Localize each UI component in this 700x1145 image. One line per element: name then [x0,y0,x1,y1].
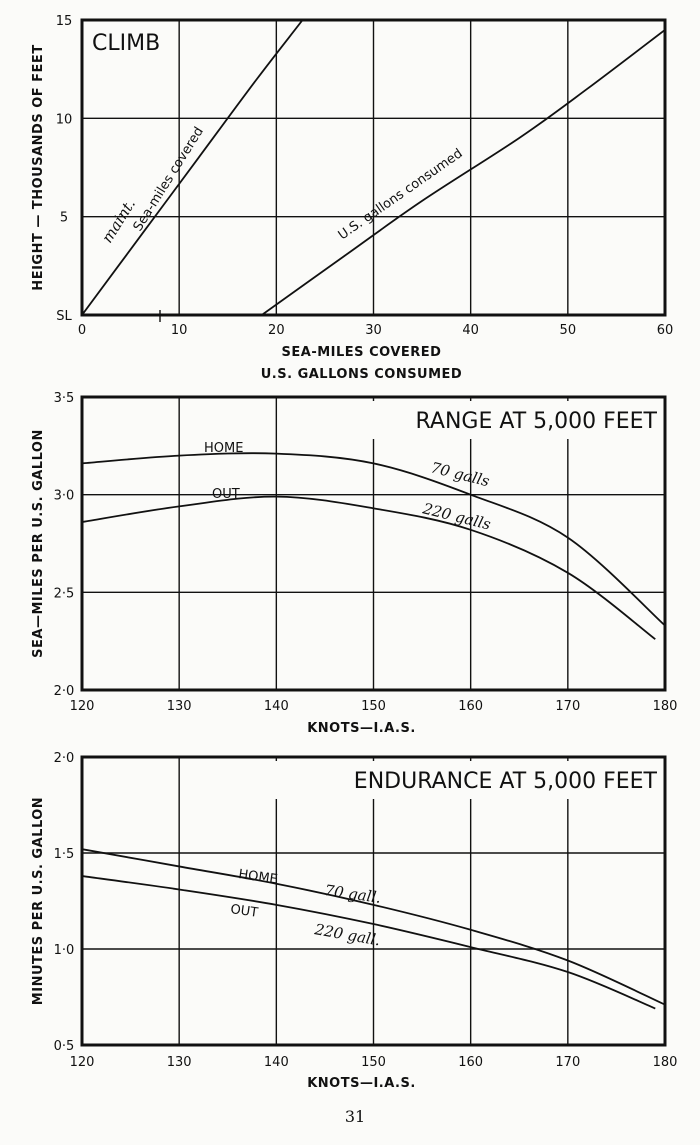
handwritten-annotation: 220 galls [420,499,493,534]
x-tick-label: 40 [462,323,479,338]
chart-2: 120 130 140 150 160 170 180 2·0 2·5 3·0 3·5 SEA—MIL… [31,391,677,736]
plot-frame [80,755,667,1047]
series-label-out: OUT [212,487,240,502]
x-tick-label: 150 [361,699,386,714]
y-tick-label: 3·0 [54,489,75,504]
x-tick-label: 30 [365,323,382,338]
y-tick-label: 1·5 [54,847,75,862]
y-tick-label: 10 [56,112,73,127]
y-tick-label: 15 [56,14,73,29]
title-background [265,761,657,799]
x-tick-label: 50 [560,323,577,338]
x-axis-label: SEA-MILES COVERED [282,345,442,360]
y-axis-label: SEA—MILES PER U.S. GALLON [31,429,46,658]
y-axis-label: MINUTES PER U.S. GALLON [31,797,46,1005]
x-tick-label: 0 [78,323,86,338]
x-tick-label: 10 [171,323,188,338]
x-tick-label: 170 [555,1055,580,1070]
x-tick-label: 140 [264,699,289,714]
x-tick-label: 140 [264,1055,289,1070]
plot-frame [80,18,667,317]
series-line-1 [82,848,665,1006]
title-background [333,401,657,439]
x-tick-label: 20 [268,323,285,338]
y-tick-label: 2·0 [54,751,75,766]
chart-title: ENDURANCE AT 5,000 FEET [354,769,658,794]
x-tick-label: 160 [458,699,483,714]
chart-3: 120 130 140 150 160 170 180 0·5 1·0 1·5 2·0 MINUTES… [31,751,677,1091]
x-axis-label: KNOTS—I.A.S. [307,721,416,736]
x-axis-label: KNOTS—I.A.S. [307,1076,416,1091]
y-tick-label: SL [56,309,72,324]
y-tick-label: 2·5 [54,586,75,601]
series-label: U.S. gallons consumed [336,146,466,243]
chart-title: CLIMB [92,31,160,56]
y-tick-label: 0·5 [54,1039,75,1054]
plot-frame [80,395,667,692]
chart-1: 0 10 20 30 40 50 60 SL 5 10 15 HEIGHT — THOUSANDS O… [31,14,674,382]
y-tick-label: 2·0 [54,684,75,699]
x-tick-label: 120 [70,699,95,714]
x-tick-label: 180 [653,699,678,714]
series-label-home: HOME [204,441,243,456]
y-tick-label: 1·0 [54,943,75,958]
x-tick-label: 130 [167,1055,192,1070]
x-tick-label: 130 [167,699,192,714]
x-tick-label: 170 [555,699,580,714]
series-label-out: OUT [229,902,259,921]
x-tick-label: 180 [653,1055,678,1070]
handwritten-annotation: 70 galls [429,458,492,490]
series-label-home: HOME [237,867,278,887]
y-axis-label: HEIGHT — THOUSANDS OF FEET [31,44,46,290]
series-line-1 [82,452,665,627]
y-tick-label: 5 [60,211,68,226]
series-line-2 [82,875,656,1010]
series-label: Sea-miles covered [131,125,207,235]
y-tick-label: 3·5 [54,391,75,406]
x-tick-label: 150 [361,1055,386,1070]
chart-title: RANGE AT 5,000 FEET [416,409,658,434]
page-number: 31 [345,1107,365,1126]
x-tick-label: 60 [657,323,674,338]
series-line-2 [261,29,665,315]
series-line-2 [82,495,656,640]
x-axis-label: U.S. GALLONS CONSUMED [261,367,462,382]
x-tick-label: 120 [70,1055,95,1070]
series-line-1 [82,20,304,315]
x-tick-label: 160 [458,1055,483,1070]
